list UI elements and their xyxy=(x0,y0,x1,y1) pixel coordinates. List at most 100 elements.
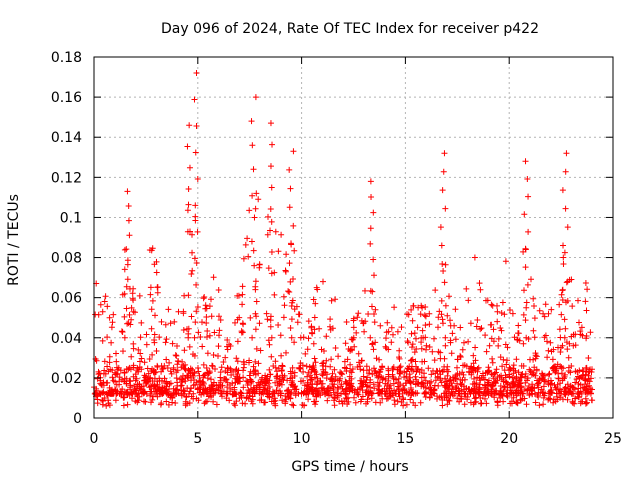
peak-marker xyxy=(559,150,571,341)
data-point xyxy=(189,249,196,256)
data-point xyxy=(441,150,448,157)
peak-marker xyxy=(191,70,201,341)
data-point xyxy=(126,232,133,239)
data-point xyxy=(193,70,200,77)
data-point xyxy=(522,317,529,324)
data-point xyxy=(249,334,256,341)
data-point xyxy=(522,246,529,253)
data-point xyxy=(124,276,131,283)
y-tick-label: 0.06 xyxy=(51,291,82,307)
data-point xyxy=(184,143,191,150)
data-point xyxy=(564,297,571,304)
x-tick-label: 0 xyxy=(90,431,99,447)
data-point xyxy=(268,184,275,191)
data-point xyxy=(524,175,531,182)
data-point xyxy=(186,122,193,129)
data-point xyxy=(124,261,131,268)
data-point xyxy=(267,313,274,320)
peak-marker xyxy=(248,94,260,341)
data-point xyxy=(560,260,567,267)
x-tick-label: 20 xyxy=(500,431,518,447)
data-point xyxy=(123,305,130,312)
y-axis-label: ROTI / TECUs xyxy=(6,194,22,286)
x-tick-label: 5 xyxy=(193,431,202,447)
data-point xyxy=(125,320,132,327)
data-point xyxy=(523,299,530,306)
data-point xyxy=(267,120,274,127)
peak-marker xyxy=(184,122,196,341)
x-tick-label: 15 xyxy=(396,431,414,447)
data-point xyxy=(371,272,378,279)
data-point xyxy=(250,166,257,173)
y-tick-label: 0 xyxy=(73,411,82,427)
data-point xyxy=(125,217,132,224)
data-point xyxy=(367,225,374,232)
data-point xyxy=(186,164,193,171)
data-point xyxy=(288,241,295,248)
peak-marker xyxy=(267,120,278,341)
data-point xyxy=(370,256,377,263)
data-point xyxy=(249,142,256,149)
data-point xyxy=(251,262,258,269)
data-point xyxy=(367,334,374,341)
data-point xyxy=(188,313,195,320)
x-tick-label: 10 xyxy=(293,431,311,447)
data-point xyxy=(367,240,374,247)
data-point xyxy=(442,334,449,341)
peak-marker xyxy=(521,158,532,341)
data-point xyxy=(248,118,255,125)
data-point xyxy=(251,214,258,221)
data-point xyxy=(193,281,200,288)
roti-point-cloud xyxy=(91,192,596,409)
data-point xyxy=(367,287,374,294)
data-point xyxy=(522,264,529,271)
data-point xyxy=(439,316,446,323)
data-point xyxy=(441,279,448,286)
grid-lines xyxy=(94,57,613,418)
data-point xyxy=(121,290,128,297)
data-point xyxy=(252,310,259,317)
data-point xyxy=(184,207,191,214)
data-point xyxy=(268,248,275,255)
y-tick-label: 0.02 xyxy=(51,371,82,387)
data-point xyxy=(193,308,200,315)
data-point xyxy=(188,271,195,278)
peak-marker xyxy=(437,150,449,341)
y-tick-label: 0.18 xyxy=(51,50,82,66)
data-point xyxy=(521,211,528,218)
chart-title: Day 096 of 2024, Rate Of TEC Index for r… xyxy=(161,21,539,37)
data-point xyxy=(368,193,375,200)
x-axis-label: GPS time / hours xyxy=(291,459,408,475)
data-point xyxy=(286,260,293,267)
plot-frame xyxy=(93,56,614,419)
data-point xyxy=(289,297,296,304)
data-point xyxy=(290,148,297,155)
data-point xyxy=(287,278,294,285)
data-point xyxy=(271,291,278,298)
data-point xyxy=(268,334,275,341)
data-point xyxy=(290,222,297,229)
data-point xyxy=(523,334,530,341)
data-point xyxy=(185,292,192,299)
data-point xyxy=(367,178,374,185)
data-point xyxy=(267,206,274,213)
data-point xyxy=(439,260,446,267)
data-point xyxy=(368,303,375,310)
data-point xyxy=(564,224,571,231)
data-point xyxy=(252,286,259,293)
data-point xyxy=(437,224,444,231)
data-point xyxy=(125,203,132,210)
y-tick-label: 0.16 xyxy=(51,90,82,106)
data-point xyxy=(525,193,532,200)
data-point xyxy=(194,175,201,182)
data-points xyxy=(91,70,596,409)
data-point xyxy=(562,168,569,175)
data-point xyxy=(525,228,532,235)
data-point xyxy=(522,158,529,165)
data-point xyxy=(286,204,293,211)
data-point xyxy=(563,279,570,286)
data-point xyxy=(438,242,445,249)
data-point xyxy=(121,334,128,341)
